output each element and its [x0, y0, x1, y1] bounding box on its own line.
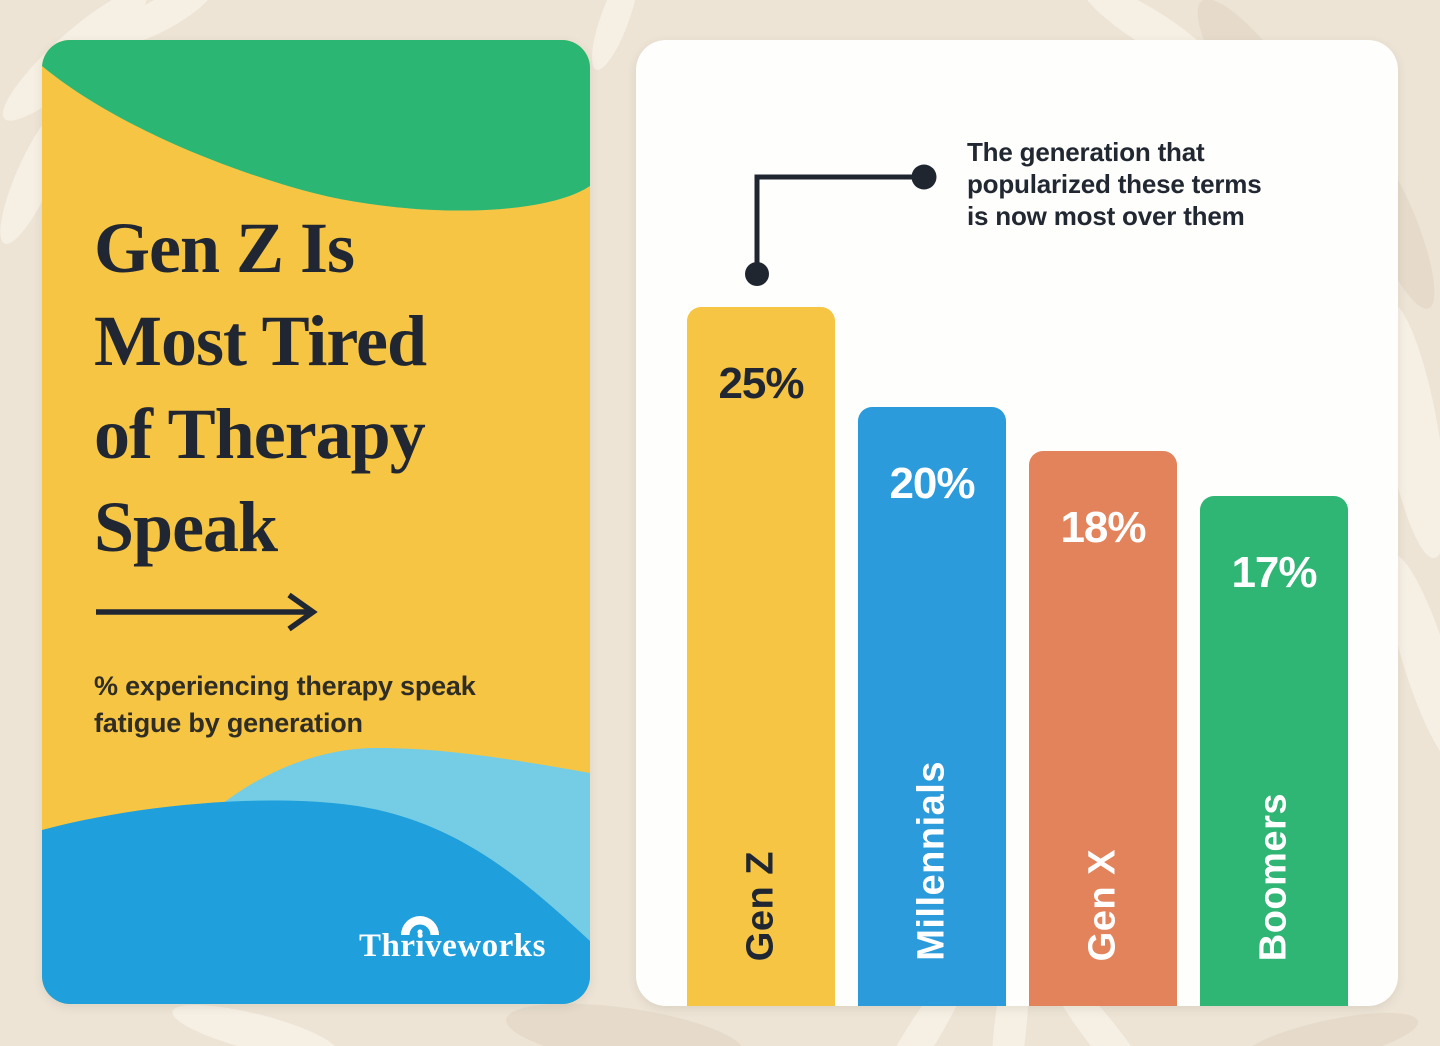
- bar-gen-x: 18% Gen X: [1029, 451, 1177, 1006]
- text-line: Speak: [94, 487, 278, 567]
- text-line: is now most over them: [967, 201, 1245, 231]
- right-arrow-icon: [92, 592, 332, 632]
- text-line: popularized these terms: [967, 169, 1262, 199]
- text-line: fatigue by generation: [94, 708, 363, 738]
- logo-arch-icon: [401, 916, 439, 935]
- wave-shapes: [42, 747, 590, 1004]
- annotation-connector-line: [745, 164, 937, 286]
- text-line: of Therapy: [94, 394, 426, 474]
- logo-text: Thriveworks: [359, 928, 546, 964]
- bar-category-label: Gen X: [1081, 848, 1124, 961]
- text-line: The generation that: [967, 137, 1205, 167]
- green-arc-shape: [42, 40, 590, 211]
- chart-subtitle: % experiencing therapy speak fatigue by g…: [94, 668, 476, 742]
- chart-annotation: The generation that popularized these ter…: [967, 136, 1262, 232]
- bar-category-label: Millennials: [910, 761, 953, 961]
- bar-value-label: 17%: [1231, 548, 1317, 597]
- text-line: Most Tired: [94, 301, 427, 381]
- bar-boomers: 17% Boomers: [1200, 496, 1348, 1006]
- bar-millennials: 20% Millennials: [858, 407, 1006, 1006]
- title-card: Gen Z Is Most Tired of Therapy Speak % expe…: [42, 40, 590, 1004]
- bar-value-label: 20%: [889, 459, 975, 508]
- bar-category-label: Gen Z: [739, 850, 782, 961]
- text-line: % experiencing therapy speak: [94, 671, 476, 701]
- bar-chart: 25% Gen Z 20% Millennials 18% Gen X 17% Boomers: [636, 40, 1398, 1006]
- bar-value-label: 18%: [1060, 503, 1146, 552]
- page-title: Gen Z Is Most Tired of Therapy Speak: [94, 202, 427, 574]
- chart-card: The generation that popularized these ter…: [636, 40, 1398, 1006]
- bar-value-label: 25%: [718, 359, 804, 408]
- thriveworks-logo: Thriveworks: [359, 916, 546, 974]
- bar-category-label: Boomers: [1252, 792, 1295, 961]
- text-line: Gen Z Is: [94, 208, 355, 288]
- bar-gen-z: 25% Gen Z: [687, 307, 835, 1006]
